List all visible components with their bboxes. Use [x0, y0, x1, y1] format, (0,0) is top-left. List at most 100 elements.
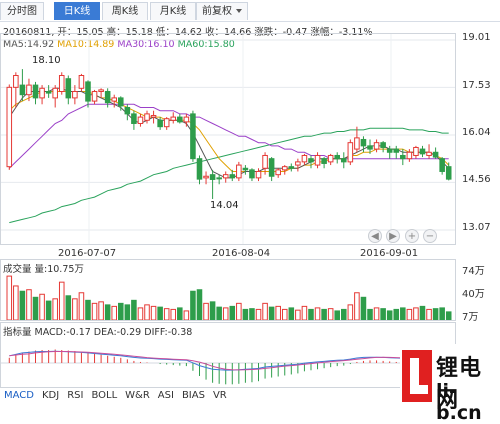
volume-bar — [39, 293, 45, 320]
volume-chart[interactable] — [1, 260, 455, 320]
candle-body — [216, 177, 222, 180]
indicator-tab-macd[interactable]: MACD — [4, 390, 34, 401]
price-tick-5: 13.07 — [462, 222, 491, 233]
ma60-series — [9, 127, 449, 224]
date-tick-1: 2016-07-07 — [58, 248, 117, 259]
volume-bar — [144, 304, 150, 320]
candle-body — [150, 114, 157, 118]
candle-body — [131, 113, 137, 124]
candle-body — [19, 84, 26, 96]
candle-body — [314, 154, 321, 166]
candle-body — [426, 151, 432, 156]
volume-bar — [58, 281, 65, 320]
volume-bar — [124, 304, 131, 320]
price-tick-1: 19.01 — [462, 32, 491, 43]
volume-bar — [150, 305, 157, 320]
candle-body — [190, 113, 196, 160]
candle-body — [78, 75, 85, 89]
indicator-tab-bias[interactable]: BIAS — [181, 390, 205, 401]
volume-bar — [295, 309, 301, 320]
left-arrow-icon: ◀ — [371, 231, 379, 242]
volume-bar — [327, 308, 334, 320]
adjust-dropdown-label: 前复权 — [202, 6, 232, 17]
candle-body — [347, 142, 354, 163]
volume-bar — [72, 298, 78, 320]
kline-chart[interactable] — [1, 34, 455, 244]
candle-body — [45, 90, 52, 94]
candle-body — [327, 154, 334, 163]
tab-timeshare[interactable]: 分时图 — [0, 2, 44, 20]
quote-info-bar: 20160811, 开：15.05 高：15.18 低：14.62 收：14.6… — [3, 27, 373, 38]
candle-body — [255, 170, 262, 179]
low-price-label: 14.04 — [210, 200, 239, 211]
volume-bar — [242, 308, 249, 320]
adjust-dropdown[interactable]: 前复权 — [196, 2, 248, 20]
macd-chart[interactable] — [1, 323, 455, 387]
volume-bar — [432, 308, 439, 320]
volume-bar — [341, 308, 347, 320]
ma-legend: MA5:14.92 MA10:14.89 MA30:16.10 MA60:15.… — [3, 39, 235, 50]
candle-body — [406, 151, 413, 160]
volume-bar — [386, 310, 393, 320]
zoom-out-button[interactable]: − — [423, 229, 437, 243]
volume-bar — [98, 301, 104, 320]
volume-bar — [111, 305, 118, 320]
volume-bar — [445, 311, 452, 320]
indicator-tab-vr[interactable]: VR — [212, 390, 227, 401]
volume-bar — [190, 290, 196, 320]
tab-monthly-k[interactable]: 月K线 — [150, 2, 196, 20]
indicator-tab-asi[interactable]: ASI — [157, 390, 174, 401]
volume-bar — [183, 310, 190, 320]
indicator-tab-kdj[interactable]: KDJ — [41, 390, 60, 401]
date-tick-2: 2016-08-04 — [212, 248, 271, 259]
volume-bar — [426, 308, 432, 320]
candle-body — [6, 86, 13, 168]
candle-body — [203, 175, 209, 179]
macd-title: 指标量 MACD:-0.17 DEA:-0.29 DIFF:-0.38 — [3, 327, 193, 338]
candle-body — [249, 169, 255, 179]
price-tick-3: 16.04 — [462, 127, 491, 138]
candle-body — [183, 116, 190, 123]
tab-timeshare-label: 分时图 — [7, 6, 37, 17]
scroll-left-button[interactable]: ◀ — [368, 229, 382, 243]
volume-bar — [203, 302, 209, 320]
high-price-label: 18.10 — [32, 55, 61, 66]
candle-body — [13, 75, 19, 88]
candle-body — [32, 84, 39, 99]
watermark-logo: 锂电网 li-b.cn — [400, 344, 500, 424]
candle-body — [413, 146, 419, 156]
candle-body — [334, 154, 340, 160]
price-tick-2: 17.53 — [462, 80, 491, 91]
macd-panel — [0, 322, 456, 388]
volume-bar — [19, 290, 26, 320]
zoom-in-button[interactable]: + — [405, 229, 419, 243]
scroll-right-button[interactable]: ▶ — [386, 229, 400, 243]
indicator-tab-wr[interactable]: W&R — [125, 390, 150, 401]
volume-bar — [308, 308, 314, 320]
volume-bar — [209, 301, 216, 320]
volume-bar — [393, 308, 400, 320]
volume-bar — [91, 302, 98, 320]
tab-daily-k[interactable]: 日K线 — [54, 2, 100, 20]
candle-body — [439, 158, 445, 172]
volume-bar — [177, 307, 183, 320]
date-tick-3: 2016-09-01 — [360, 248, 419, 259]
indicator-tab-boll[interactable]: BOLL — [91, 390, 118, 401]
tab-daily-k-label: 日K线 — [63, 6, 91, 17]
candle-body — [341, 158, 347, 163]
volume-bar — [196, 289, 203, 320]
candle-body — [137, 116, 144, 124]
volume-bar — [419, 305, 426, 320]
volume-bar — [275, 305, 281, 320]
candle-body — [275, 169, 281, 176]
volume-bar — [229, 305, 236, 320]
volume-bar — [255, 308, 262, 320]
ma60-label: MA60:15.80 — [177, 39, 235, 50]
candle-body — [236, 164, 242, 179]
indicator-tab-rsi[interactable]: RSI — [67, 390, 84, 401]
kline-panel — [0, 33, 456, 245]
volume-bar — [400, 307, 406, 320]
right-arrow-icon: ▶ — [389, 231, 397, 242]
candle-body — [144, 113, 150, 121]
tab-weekly-k[interactable]: 周K线 — [102, 2, 148, 20]
